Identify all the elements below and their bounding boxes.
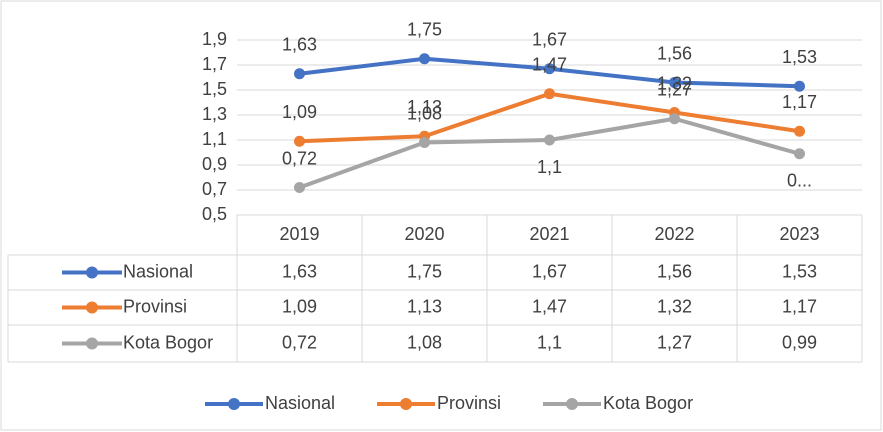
data-label: 1,09 — [282, 102, 317, 122]
data-point — [794, 148, 805, 160]
x-tick-label: 2019 — [279, 224, 319, 244]
data-label: 1,1 — [537, 157, 562, 177]
y-tick-label: 0,9 — [202, 154, 227, 174]
table-cell: 1,67 — [532, 261, 567, 281]
table-cell: 1,08 — [407, 332, 442, 352]
table-cell: 0,72 — [282, 332, 317, 352]
table-cell: 1,17 — [782, 296, 817, 316]
table-cell: 1,13 — [407, 296, 442, 316]
table-row-label: Kota Bogor — [123, 332, 213, 352]
data-label: 1,63 — [282, 35, 317, 55]
data-point — [419, 137, 430, 148]
table-row-label: Nasional — [123, 261, 193, 281]
data-label: 1,13 — [407, 97, 442, 117]
data-label: 1,56 — [657, 43, 692, 63]
data-label: 1,08 — [407, 103, 442, 123]
y-tick-label: 1,5 — [202, 79, 227, 99]
table-cell: 1,1 — [537, 332, 562, 352]
y-tick-label: 0,7 — [202, 179, 227, 199]
data-point — [544, 63, 555, 75]
table-row-label: Provinsi — [123, 296, 187, 316]
data-point — [669, 113, 680, 125]
legend-marker — [400, 398, 412, 410]
data-point — [794, 80, 805, 92]
data-label: 1,32 — [657, 73, 692, 93]
table-cell: 1,32 — [657, 296, 692, 316]
table-legend-marker — [86, 337, 98, 350]
legend-label: Nasional — [265, 393, 335, 413]
table-cell: 1,27 — [657, 332, 692, 352]
data-point — [794, 125, 805, 137]
x-tick-label: 2022 — [654, 224, 694, 244]
data-label: 1,17 — [782, 92, 817, 112]
table-cell: 1,53 — [782, 261, 817, 281]
table-cell: 0,99 — [782, 332, 817, 352]
table-cell: 1,47 — [532, 296, 567, 316]
table-cell: 1,63 — [282, 261, 317, 281]
data-point — [544, 88, 555, 100]
data-point — [419, 53, 430, 65]
data-label: 1,75 — [407, 20, 442, 40]
table-cell: 1,75 — [407, 261, 442, 281]
table-legend-marker — [86, 301, 98, 314]
y-tick-label: 1,3 — [202, 104, 227, 124]
data-label: 1,47 — [532, 55, 567, 75]
legend-marker — [228, 398, 240, 410]
data-label: 0,72 — [282, 148, 317, 168]
data-label: 0... — [787, 171, 812, 191]
x-tick-label: 2021 — [529, 224, 569, 244]
x-tick-label: 2020 — [404, 224, 444, 244]
y-tick-label: 0,5 — [202, 204, 227, 224]
table-cell: 1,56 — [657, 261, 692, 281]
data-point — [294, 68, 305, 80]
y-tick-label: 1,9 — [202, 29, 227, 49]
data-point — [544, 134, 555, 146]
data-point — [294, 182, 305, 193]
data-label: 1,53 — [782, 47, 817, 67]
data-point — [669, 77, 680, 88]
table-legend-marker — [86, 266, 98, 279]
table-cell: 1,09 — [282, 296, 317, 316]
legend-marker — [566, 398, 578, 410]
legend-label: Kota Bogor — [603, 393, 693, 413]
data-label: 1,27 — [657, 80, 692, 100]
data-point — [294, 135, 305, 147]
y-tick-label: 1,7 — [202, 54, 227, 74]
data-label: 1,67 — [532, 30, 567, 50]
legend-label: Provinsi — [437, 393, 501, 413]
y-tick-label: 1,1 — [202, 129, 227, 149]
x-tick-label: 2023 — [779, 224, 819, 244]
